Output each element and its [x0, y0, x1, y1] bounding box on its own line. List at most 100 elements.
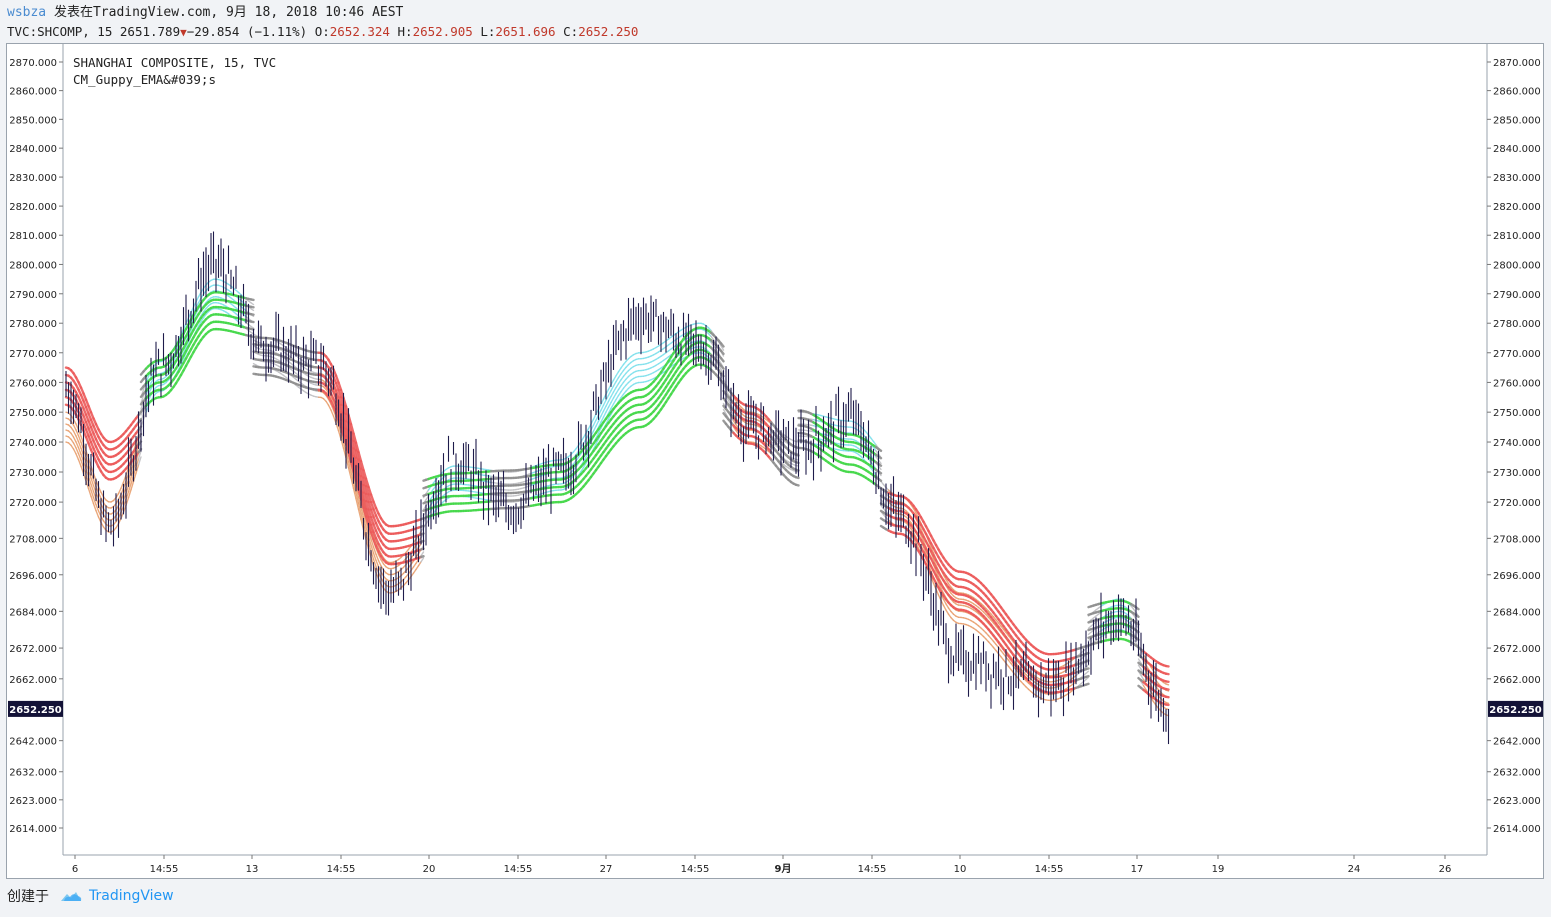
publish-header: wsbza 发表在TradingView.com, 9月 18, 2018 10… — [7, 4, 403, 22]
slow-ema-segment — [362, 498, 368, 511]
fast-ema-segment — [1137, 664, 1142, 670]
fast-ema-segment — [95, 503, 100, 512]
fast-ema-segment — [372, 558, 377, 568]
slow-ema-segment — [1084, 674, 1090, 679]
fast-ema-segment — [607, 413, 612, 420]
fast-ema-segment — [72, 448, 77, 455]
fast-ema-segment — [947, 582, 952, 588]
fast-ema-segment — [375, 559, 380, 568]
fast-ema-segment — [945, 609, 950, 615]
fast-ema-segment — [942, 574, 947, 581]
fast-ema-segment — [127, 489, 132, 499]
symbol-info-row: TVC:SHCOMP, 15 2651.789▼−29.854 (−1.11%)… — [7, 23, 638, 42]
fast-ema-segment — [620, 381, 625, 387]
last-price: 2651.789 — [119, 24, 181, 39]
fast-ema-segment — [75, 453, 80, 461]
fast-ema-segment — [605, 418, 610, 425]
fast-ema-segment — [1085, 670, 1090, 675]
slow-ema-segment — [334, 381, 340, 392]
fast-ema-segment — [615, 371, 620, 377]
high-label: H: — [397, 24, 413, 39]
fast-ema-segment — [372, 552, 377, 562]
fast-ema-segment — [177, 363, 182, 371]
fast-ema-segment — [425, 489, 430, 495]
fast-ema-segment — [597, 421, 602, 428]
symbol-label[interactable]: TVC:SHCOMP, 15 — [7, 24, 113, 39]
fast-ema-segment — [597, 427, 602, 434]
fast-ema-segment — [620, 369, 625, 375]
fast-ema-segment — [377, 547, 382, 555]
chart-frame[interactable] — [6, 43, 1544, 879]
slow-ema-segment — [369, 508, 375, 518]
fast-ema-segment — [1165, 701, 1170, 705]
fast-ema-segment — [620, 363, 625, 369]
fast-ema-segment — [120, 481, 125, 489]
fast-ema-segment — [352, 487, 357, 500]
fast-ema-segment — [947, 607, 952, 613]
fast-ema-segment — [77, 435, 82, 443]
fast-ema-segment — [582, 456, 587, 463]
slow-ema-segment — [369, 523, 375, 534]
fast-ema-segment — [612, 375, 617, 381]
fast-ema-segment — [595, 432, 600, 439]
fast-ema-segment — [617, 396, 622, 403]
open-value: 2652.324 — [329, 24, 390, 39]
fast-ema-segment — [577, 452, 582, 459]
fast-ema-segment — [597, 415, 602, 422]
slow-ema-segment — [364, 492, 370, 504]
fast-ema-segment — [200, 311, 205, 317]
slow-ema-segment — [367, 515, 373, 526]
fast-ema-segment — [732, 420, 737, 426]
fast-ema-segment — [372, 546, 377, 555]
fast-ema-segment — [1085, 676, 1090, 681]
fast-ema-segment — [77, 458, 82, 467]
fast-ema-segment — [355, 492, 360, 504]
published-text: 发表在TradingView.com, 9月 18, 2018 10:46 AE… — [53, 5, 404, 20]
fast-ema-segment — [92, 496, 97, 506]
fast-ema-segment — [615, 376, 620, 383]
fast-ema-segment — [355, 498, 360, 510]
fast-ema-segment — [610, 403, 615, 410]
fast-ema-segment — [945, 578, 950, 585]
high-value: 2652.905 — [412, 24, 473, 39]
low-label: L: — [480, 24, 496, 39]
fast-ema-segment — [117, 487, 122, 495]
fast-ema-segment — [1140, 680, 1145, 687]
slow-ema-segment — [362, 476, 368, 488]
fast-ema-segment — [202, 307, 207, 313]
fast-ema-segment — [77, 446, 82, 455]
fast-ema-segment — [130, 480, 135, 491]
fast-ema-segment — [612, 398, 617, 405]
author-link[interactable]: wsbza — [7, 5, 47, 20]
fast-ema-segment — [592, 425, 597, 432]
fast-ema-segment — [87, 487, 92, 497]
fast-ema-segment — [330, 403, 335, 411]
slow-ema-segment — [362, 491, 368, 503]
fast-ema-segment — [377, 559, 382, 567]
low-value: 2651.696 — [495, 24, 556, 39]
fast-ema-segment — [70, 426, 75, 432]
fast-ema-segment — [920, 534, 925, 542]
fast-ema-segment — [380, 559, 385, 565]
slow-ema-segment — [359, 467, 365, 479]
guppy-ema-ribbons — [64, 278, 1170, 717]
slow-ema-segment — [367, 508, 373, 519]
fast-ema-segment — [347, 466, 352, 479]
fast-ema-segment — [942, 604, 947, 611]
slow-ema-segment — [357, 458, 363, 470]
fast-ema-segment — [360, 506, 365, 519]
fast-ema-segment — [330, 409, 335, 417]
fast-ema-segment — [250, 308, 255, 312]
fast-ema-segment — [412, 568, 417, 574]
slow-ema-segment — [367, 493, 373, 504]
price-change: −29.854 (−1.11%) — [186, 24, 308, 39]
slow-ema-segment — [367, 500, 373, 511]
fast-ema-segment — [250, 302, 255, 306]
fast-ema-segment — [182, 346, 187, 354]
fast-ema-segment — [95, 509, 100, 518]
fast-ema-segment — [370, 544, 375, 554]
fast-ema-segment — [580, 466, 585, 473]
fast-ema-segment — [377, 553, 382, 561]
fast-ema-segment — [930, 546, 935, 554]
